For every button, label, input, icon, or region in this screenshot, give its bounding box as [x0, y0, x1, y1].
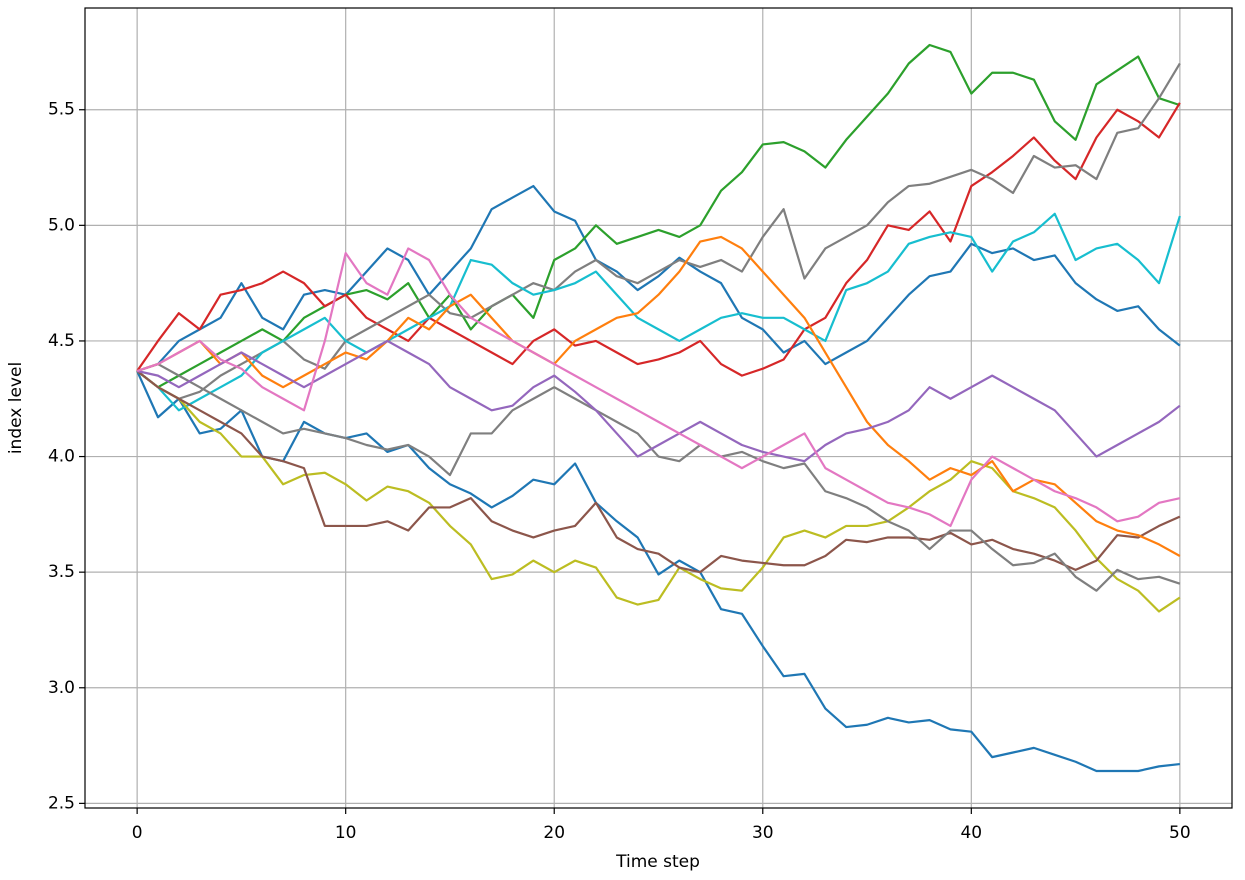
y-tick-label: 4.0 [48, 447, 75, 467]
x-tick-label: 30 [752, 823, 774, 843]
plot-frame [84, 7, 1233, 809]
series-line [136, 362, 1181, 592]
y-tick-label: 3.0 [48, 678, 75, 698]
series-line [136, 370, 1181, 613]
x-tick-label: 50 [1169, 823, 1191, 843]
series-line [136, 339, 1181, 463]
series-line [136, 247, 1181, 528]
y-tick-label: 3.5 [48, 562, 75, 582]
series-line [136, 43, 1181, 389]
x-tick-label: 20 [543, 823, 565, 843]
series-line [136, 370, 1180, 773]
series-line [136, 62, 1181, 400]
y-tick-label: 4.5 [48, 331, 75, 351]
x-axis-label: Time step [615, 852, 700, 872]
y-tick-label: 5.5 [48, 100, 75, 120]
series-line [136, 235, 1181, 557]
series-line [136, 102, 1181, 377]
x-tick-label: 10 [335, 823, 357, 843]
y-tick-label: 2.5 [48, 793, 75, 813]
x-tick-label: 40 [960, 823, 982, 843]
x-tick-label: 0 [132, 823, 143, 843]
series-line [136, 212, 1181, 412]
y-tick-label: 5.0 [48, 215, 75, 235]
y-axis-label: index level [6, 362, 26, 454]
series-line [136, 370, 1181, 574]
